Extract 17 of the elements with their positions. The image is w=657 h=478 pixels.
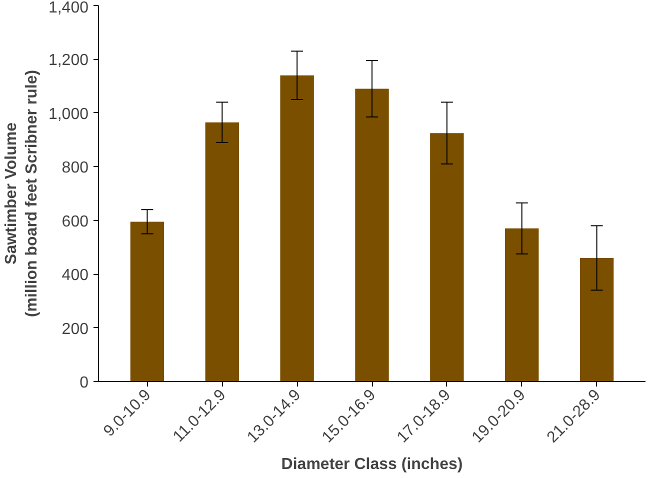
y-tick-label: 200 <box>62 320 89 338</box>
y-tick-label: 1,000 <box>48 106 89 123</box>
bar <box>205 122 239 382</box>
bar <box>280 75 314 382</box>
x-axis-title: Diameter Class (inches) <box>281 456 463 473</box>
y-tick-label: 400 <box>62 267 89 284</box>
bar <box>505 228 539 382</box>
y-tick-label: 1,400 <box>48 0 89 16</box>
bar <box>355 88 389 382</box>
bar <box>580 258 614 382</box>
y-tick-label: 600 <box>62 213 89 230</box>
y-tick-label: 0 <box>80 374 89 392</box>
bar <box>430 133 464 382</box>
bar <box>130 222 164 382</box>
y-axis-title: Sawtimber Volume (million board feet Scribner rule) <box>3 70 40 318</box>
y-tick-label: 1,200 <box>48 52 89 70</box>
y-tick-label: 800 <box>62 160 89 177</box>
